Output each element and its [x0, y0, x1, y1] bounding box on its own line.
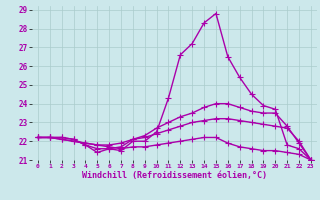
X-axis label: Windchill (Refroidissement éolien,°C): Windchill (Refroidissement éolien,°C) [82, 171, 267, 180]
